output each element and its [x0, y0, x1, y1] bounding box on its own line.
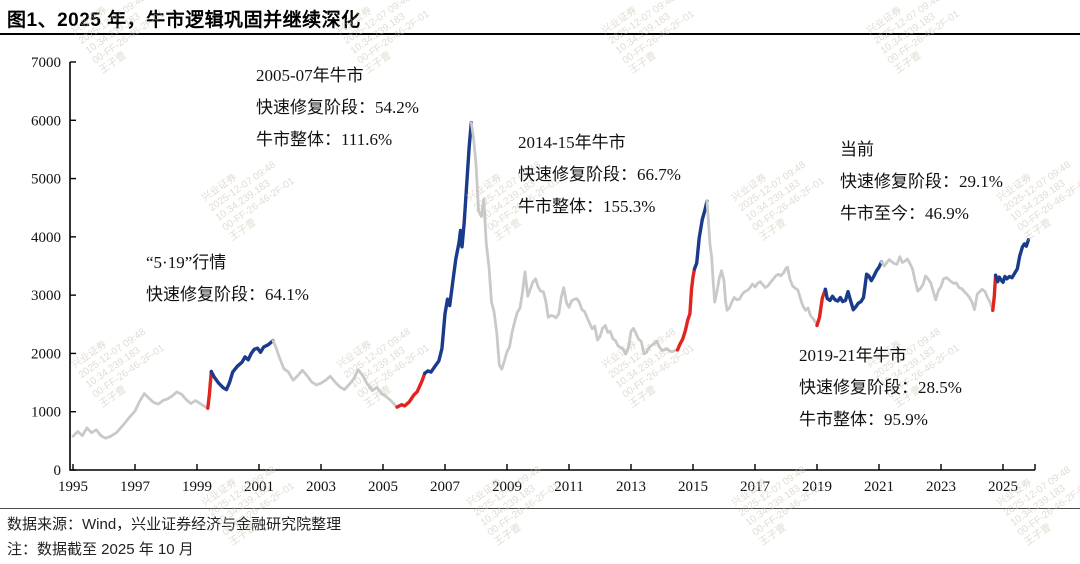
- y-axis-tick-label: 6000: [31, 113, 61, 129]
- figure-title: 图1、2025 年，牛市逻辑巩固并继续深化: [7, 10, 361, 31]
- series-segment-bull: [209, 338, 275, 392]
- x-axis-tick-label: 2021: [864, 479, 894, 495]
- y-axis-tick-label: 3000: [31, 288, 61, 304]
- x-axis-tick-label: 1999: [182, 479, 212, 495]
- series-segment-bull: [423, 120, 473, 375]
- series-segment-bull: [993, 238, 1031, 284]
- annotation-line: 牛市整体：155.3%: [518, 197, 656, 216]
- y-axis-tick-label: 5000: [31, 172, 61, 188]
- annotation-line: 快速修复阶段：28.5%: [799, 378, 962, 397]
- y-axis-tick-label: 7000: [31, 55, 61, 71]
- x-axis-tick-label: 2013: [616, 479, 646, 495]
- footer-divider: [0, 508, 1080, 509]
- annotation-line: 牛市整体：111.6%: [256, 130, 393, 149]
- x-axis-tick-label: 2007: [430, 479, 461, 495]
- annotation-line: 快速修复阶段：66.7%: [518, 165, 681, 184]
- annotation-2019-21-bull: 2019-21年牛市 快速修复阶段：28.5% 牛市整体：95.9%: [799, 340, 962, 436]
- x-axis-tick-label: 2015: [678, 479, 708, 495]
- data-source-text: 数据来源：Wind，兴业证券经济与金融研究院整理: [7, 516, 342, 533]
- annotation-line: 牛市整体：95.9%: [799, 410, 928, 429]
- annotation-line: 快速修复阶段：54.2%: [256, 98, 419, 117]
- series-segment-bull: [823, 260, 884, 312]
- y-axis-tick-label: 4000: [31, 230, 61, 246]
- annotation-line: 2014-15年牛市: [518, 133, 626, 152]
- series-segment-normal: [71, 390, 210, 440]
- y-axis-tick-label: 1000: [31, 405, 61, 421]
- title-divider: [0, 33, 1080, 35]
- series-segment-bull: [692, 199, 709, 271]
- x-axis-tick-label: 1997: [120, 479, 151, 495]
- series-segment-normal: [271, 339, 399, 409]
- y-axis-tick-label: 0: [54, 463, 62, 479]
- annotation-line: 2019-21年牛市: [799, 346, 907, 365]
- series-segment-repair: [991, 273, 998, 312]
- annotation-2005-07-bull: 2005-07年牛市 快速修复阶段：54.2% 牛市整体：111.6%: [256, 60, 419, 156]
- x-axis-tick-label: 2023: [926, 479, 956, 495]
- series-segment-repair: [395, 371, 427, 409]
- series-segment-normal: [469, 121, 679, 371]
- y-axis-tick-label: 2000: [31, 346, 61, 362]
- annotation-line: “5·19”行情: [146, 253, 227, 272]
- series-segment-repair: [206, 369, 214, 410]
- series-segment-normal: [880, 255, 995, 312]
- chart-area: 兴业证券 2025-12-07 09:48 10.34.239.183 00-FF-2…: [31, 0, 1080, 548]
- line-chart: 0 1000 2000 3000 4000 5000 6000 7000 1995 1997 199…: [31, 55, 1036, 495]
- annotation-current: 当前 快速修复阶段：29.1% 牛市至今：46.9%: [840, 134, 1003, 230]
- series-segment-repair: [815, 287, 828, 328]
- annotation-line: 快速修复阶段：64.1%: [146, 285, 309, 304]
- annotation-line: 2005-07年牛市: [256, 66, 364, 85]
- series-segment-repair: [675, 267, 697, 352]
- x-axis-tick-label: 2017: [740, 479, 771, 495]
- x-axis-tick-label: 2001: [244, 479, 274, 495]
- annotation-519-rally: “5·19”行情 快速修复阶段：64.1%: [146, 247, 309, 311]
- x-axis-tick-label: 1995: [58, 479, 88, 495]
- x-axis-tick-label: 2011: [554, 479, 583, 495]
- annotation-line: 快速修复阶段：29.1%: [840, 172, 1003, 191]
- annotation-line: 牛市至今：46.9%: [840, 204, 969, 223]
- annotation-2014-15-bull: 2014-15年牛市 快速修复阶段：66.7% 牛市整体：155.3%: [518, 127, 681, 223]
- x-axis-tick-label: 2025: [988, 479, 1018, 495]
- x-axis-tick-label: 2019: [802, 479, 832, 495]
- x-axis-tick-label: 2005: [368, 479, 398, 495]
- data-note-text: 注：数据截至 2025 年 10 月: [7, 541, 194, 558]
- annotation-line: 当前: [840, 140, 874, 159]
- x-axis-tick-label: 2003: [306, 479, 336, 495]
- x-axis-tick-label: 2009: [492, 479, 522, 495]
- series-segment-normal: [705, 199, 819, 327]
